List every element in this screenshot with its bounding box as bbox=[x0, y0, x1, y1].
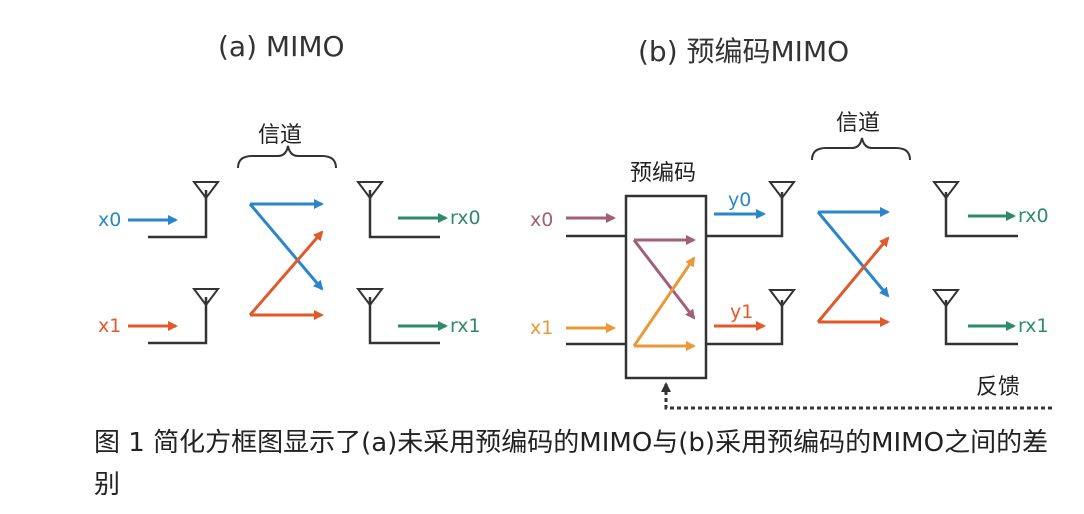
panel-b-input-x1: x1 bbox=[530, 317, 553, 339]
panel-b-tx-antenna-1 bbox=[706, 289, 796, 346]
panel-a-input-x0: x0 bbox=[98, 209, 121, 231]
panel-b-input-x0: x0 bbox=[530, 209, 553, 231]
panel-a-channel-paths bbox=[248, 199, 324, 320]
panel-b-channel-brace bbox=[811, 137, 911, 161]
panel-a-input-x1: x1 bbox=[98, 315, 121, 337]
panel-a-channel-label: 信道 bbox=[258, 123, 302, 148]
panel-a-output-rx1: rx1 bbox=[450, 315, 481, 337]
precoder-box bbox=[624, 194, 708, 380]
mimo-diagram: 信道 x0 x1 bbox=[98, 111, 1052, 410]
panel-b-tx-antenna-0 bbox=[706, 181, 796, 238]
panel-a-rx-antenna-1 bbox=[356, 288, 440, 345]
figure-caption: 图 1 简化方框图显示了(a)未采用预编码的MIMO与(b)采用预编码的MIMO… bbox=[94, 428, 1049, 500]
panel-a-tx-antenna-1 bbox=[148, 288, 220, 345]
precoder-paths bbox=[632, 235, 696, 351]
precoded-y1: y1 bbox=[730, 301, 753, 323]
panel-a-output-rx0: rx0 bbox=[450, 207, 481, 229]
panel-b-output-rx1: rx1 bbox=[1018, 315, 1049, 337]
precoder-label: 预编码 bbox=[630, 161, 696, 186]
panel-b-channel-label: 信道 bbox=[836, 111, 880, 136]
panel-b-title: (b) 预编码MIMO bbox=[638, 35, 850, 68]
precoded-y0: y0 bbox=[728, 189, 751, 211]
panel-b-output-rx0: rx0 bbox=[1018, 205, 1049, 227]
feedback-path bbox=[661, 382, 1052, 410]
panel-b-channel-paths bbox=[816, 207, 890, 327]
panel-b-rx-antenna-1 bbox=[932, 289, 1018, 346]
feedback-label: 反馈 bbox=[976, 375, 1020, 400]
panel-a-title: (a) MIMO bbox=[218, 30, 345, 63]
panel-b: x0 x1 预编码 y0 y1 信道 bbox=[530, 111, 1052, 410]
panel-a-tx-antenna-0 bbox=[148, 181, 220, 239]
panel-b-rx-antenna-0 bbox=[932, 181, 1018, 238]
panel-a-channel-brace bbox=[237, 145, 337, 169]
panel-a: 信道 x0 x1 bbox=[98, 123, 481, 345]
panel-a-rx-antenna-0 bbox=[356, 181, 440, 239]
